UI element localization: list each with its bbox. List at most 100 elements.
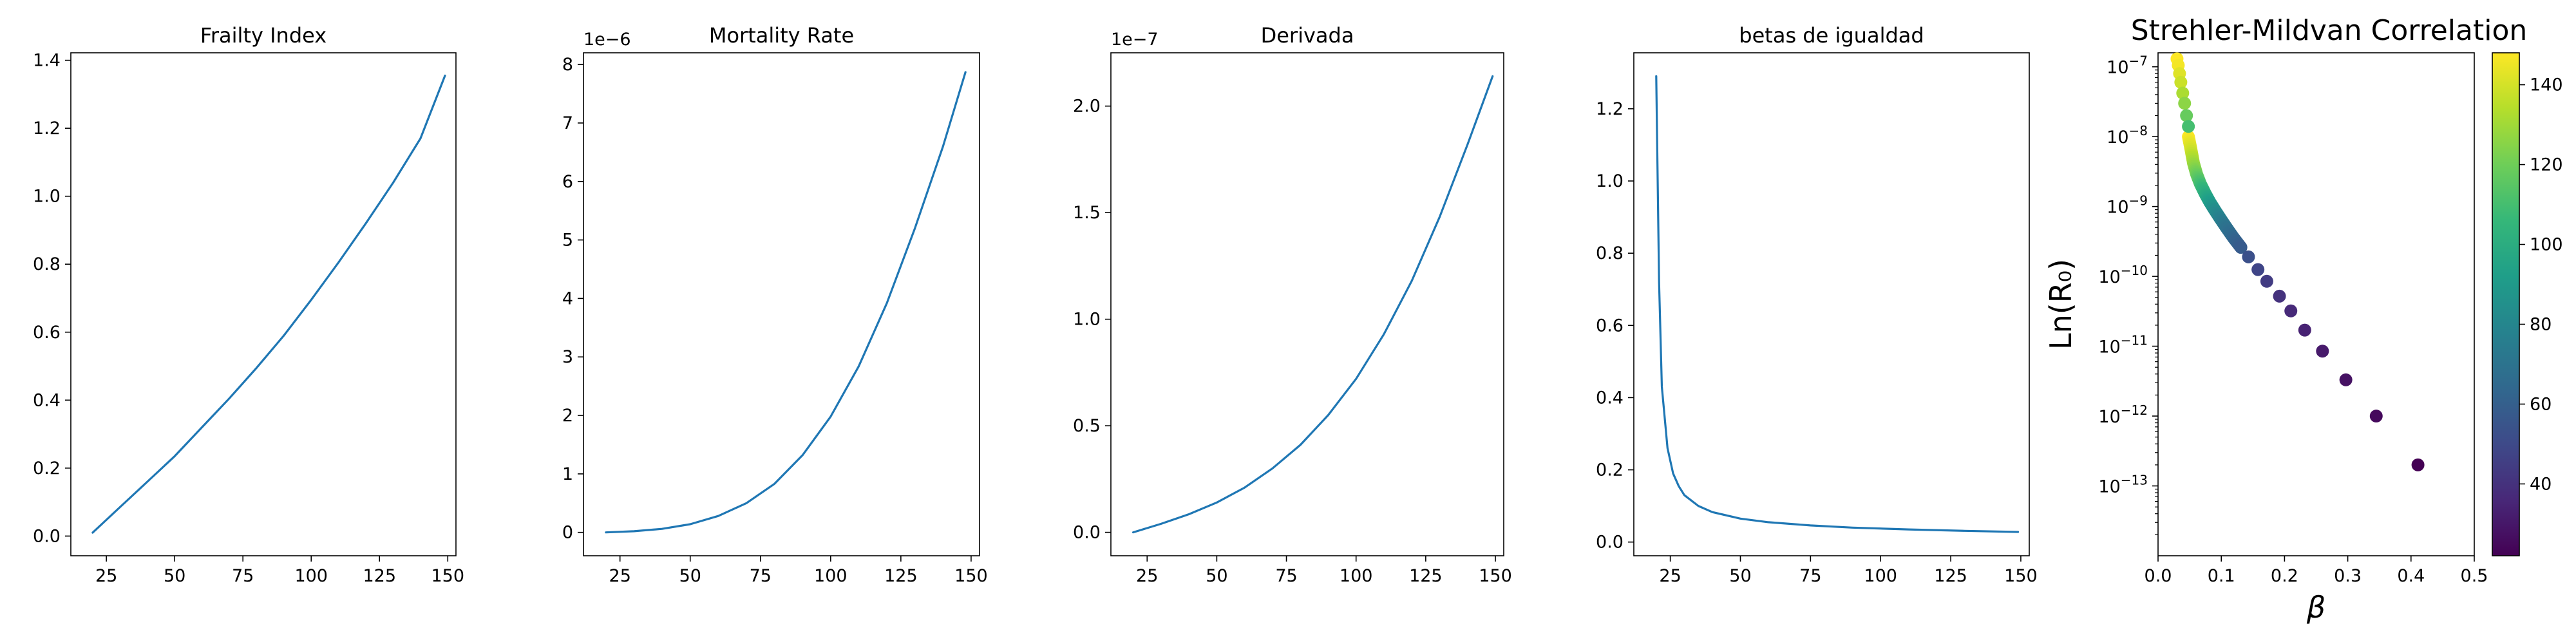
scatter-point <box>2411 458 2425 471</box>
scatter-point <box>2174 75 2188 89</box>
y-tick-label: 2 <box>562 406 573 426</box>
x-tick-label: 100 <box>294 566 328 586</box>
y-tick-label: 0 <box>562 523 573 543</box>
x-tick-label: 0.0 <box>2145 566 2172 586</box>
y-tick-label: 10−12 <box>2098 402 2148 427</box>
y-tick-label: 10−13 <box>2098 473 2148 497</box>
panel-3: Derivada 1e−7 25 50 75 100 125 150 0.0 0.5 1.0 1.5 2… <box>1073 23 1512 586</box>
panel-title: Derivada <box>1261 23 1354 48</box>
scatter-point <box>2242 250 2255 263</box>
scatter-point <box>2369 410 2383 423</box>
x-tick-label: 125 <box>1409 566 1443 586</box>
panel-4: betas de igualdad 25 50 75 100 125 150 0.0 0.2 0.… <box>1596 23 2038 586</box>
colorbar-bar <box>2492 52 2520 556</box>
x-tick-label: 75 <box>1275 566 1297 586</box>
x-tick-label: 25 <box>1659 566 1681 586</box>
x-tick-label: 100 <box>814 566 848 586</box>
y-tick-label: 3 <box>562 347 573 367</box>
scatter-point <box>2298 323 2311 337</box>
x-tick-label: 0.4 <box>2397 566 2425 586</box>
x-tick-label: 75 <box>750 566 772 586</box>
y-tick-label: 10−11 <box>2098 333 2148 357</box>
scatter-point <box>2316 345 2329 358</box>
y-tick-label: 10−8 <box>2107 123 2148 147</box>
y-tick-label: 1.0 <box>1596 171 1624 191</box>
y-tick-label: 1.2 <box>33 118 61 138</box>
y-tick-label: 0.0 <box>33 526 61 546</box>
x-tick-label: 25 <box>95 566 117 586</box>
panel-title: betas de igualdad <box>1739 23 1924 48</box>
y-tick-label: 1.0 <box>1073 310 1101 330</box>
y-tick-label: 0.8 <box>33 254 61 274</box>
y-tick-label: 1.2 <box>1596 99 1624 119</box>
panel-2: Mortality Rate 1e−6 25 50 75 100 125 150 0 1 2 3 4 5 6… <box>562 23 988 586</box>
axes-frame <box>583 52 980 556</box>
series-line <box>1132 75 1494 534</box>
panel-title: Frailty Index <box>200 23 327 48</box>
x-tick-label: 100 <box>1340 566 1373 586</box>
offset-label: 1e−7 <box>1111 30 1159 50</box>
scatter-point <box>2251 263 2265 276</box>
x-tick-label: 150 <box>954 566 988 586</box>
colorbar: 40 60 80 100 120 140 <box>2492 52 2563 556</box>
scatter-point <box>2182 120 2195 133</box>
y-tick-label: 4 <box>562 289 573 308</box>
x-axis-label: β <box>2306 590 2325 625</box>
series-line <box>91 74 446 534</box>
scatter-point <box>2234 241 2248 254</box>
y-tick-label: 10−10 <box>2098 263 2148 287</box>
x-tick-label: 50 <box>1729 566 1751 586</box>
y-tick-label: 0.5 <box>1073 416 1101 436</box>
colorbar-tick-label: 80 <box>2530 314 2552 334</box>
y-tick-label: 0.6 <box>33 323 61 343</box>
x-tick-label: 150 <box>431 566 465 586</box>
x-tick-label: 50 <box>164 566 185 586</box>
colorbar-tick-label: 100 <box>2530 235 2563 255</box>
x-tick-label: 0.5 <box>2461 566 2488 586</box>
x-tick-label: 0.1 <box>2208 566 2235 586</box>
y-tick-label: 0.4 <box>1596 388 1624 408</box>
x-tick-label: 100 <box>1864 566 1897 586</box>
x-tick-label: 50 <box>679 566 701 586</box>
x-tick-label: 125 <box>363 566 396 586</box>
scatter-point <box>2284 304 2298 317</box>
x-tick-label: 0.2 <box>2271 566 2298 586</box>
scatter-points <box>2170 52 2425 471</box>
scatter-point <box>2178 97 2192 110</box>
y-tick-label: 5 <box>562 231 573 251</box>
x-tick-label: 125 <box>1934 566 1967 586</box>
y-tick-label: 6 <box>562 172 573 192</box>
colorbar-tick-label: 120 <box>2530 155 2563 175</box>
y-tick-label: 0.0 <box>1073 523 1101 543</box>
y-tick-label: 1.4 <box>33 51 61 71</box>
scatter-point <box>2339 373 2353 386</box>
series-line <box>1655 75 2020 533</box>
colorbar-tick-label: 140 <box>2530 75 2563 95</box>
y-tick-label: 1 <box>562 464 573 484</box>
x-tick-label: 150 <box>2004 566 2038 586</box>
scatter-point <box>2176 86 2190 100</box>
x-tick-label: 75 <box>232 566 254 586</box>
y-tick-label: 8 <box>562 55 573 75</box>
axes-frame <box>1110 52 1504 556</box>
y-tick-label: 0.8 <box>1596 243 1624 263</box>
y-tick-label: 0.2 <box>33 459 61 478</box>
x-tick-label: 125 <box>884 566 918 586</box>
panel-title: Strehler-Mildvan Correlation <box>2131 14 2528 47</box>
scatter-point <box>2273 289 2286 303</box>
offset-label: 1e−6 <box>583 30 631 50</box>
y-tick-label: 7 <box>562 113 573 133</box>
y-tick-label: 10−9 <box>2107 193 2148 218</box>
panel-5: Strehler-Mildvan Correlation 0.0 0.1 0.2 0.3… <box>2043 14 2527 625</box>
axes-frame <box>1633 52 2030 556</box>
y-tick-label: 2.0 <box>1073 97 1101 117</box>
axes-frame <box>70 52 457 556</box>
panel-1: Frailty Index 25 50 75 100 125 150 0.0 0.2 0.4 0.6… <box>33 23 464 586</box>
series-line <box>605 71 967 534</box>
y-tick-label: 0.4 <box>33 390 61 410</box>
axes-frame <box>2157 52 2475 556</box>
x-tick-label: 25 <box>1136 566 1158 586</box>
y-tick-label: 0.6 <box>1596 316 1624 336</box>
x-tick-label: 0.3 <box>2334 566 2362 586</box>
